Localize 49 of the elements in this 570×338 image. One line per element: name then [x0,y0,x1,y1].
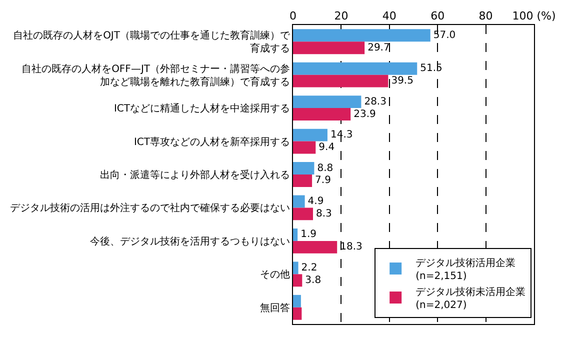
y-tick-label: 今後、デジタル技術を活用するつもりはない [90,235,290,248]
bar [293,108,351,121]
data-label: 28.3 [364,96,386,108]
data-label: 18.3 [340,242,362,253]
bar [293,141,316,154]
bar [293,208,313,220]
x-tick-label: 40 [382,10,396,23]
data-label: 8.3 [316,208,332,220]
y-tick-label: 自社の既存の人材をOJT（職場での仕事を通じた教育訓練）で育成する [13,30,291,55]
x-tick-label: 100 (%) [512,10,556,23]
legend-label: デジタル技術活用企業 (n=2,151) [416,256,516,282]
bar [293,29,430,42]
data-label: 2.2 [301,262,318,274]
bar [293,228,298,241]
bar [293,195,305,208]
bar [293,74,388,88]
bar [293,96,362,108]
x-tick-label: 20 [334,10,348,23]
y-tick-label: 自社の既存の人材をOFF—JT（外部セミナー・講習等への参加など職場を離れた教育訓練）で育成する [22,62,290,88]
bar [293,42,365,54]
data-label: 8.8 [317,162,334,174]
legend-label: デジタル技術未活用企業 (n=2,027) [416,286,526,311]
data-label: 7.9 [315,175,331,186]
y-tick-label: 出向・派遣等により外部人材を受け入れる [100,169,290,181]
bar [293,307,302,320]
bar [293,174,312,187]
bar [293,294,301,308]
data-label: 1.9 [300,229,316,240]
x-tick-label: 80 [478,10,493,23]
bar [293,274,302,287]
data-label: 23.9 [354,108,376,120]
data-label: 57.0 [433,30,456,41]
y-tick-label: ICT専攻などの人材を新卒採用する [134,136,290,148]
bar [293,240,338,254]
y-tick-label: ICTなどに精通した人材を中途採用する [114,102,290,115]
bar [293,62,418,75]
data-label: 29.7 [368,42,390,54]
bar [293,162,314,174]
data-label: 9.4 [318,142,335,154]
data-label: 3.8 [305,274,322,286]
x-tick-label: 60 [430,10,445,23]
data-label: 39.5 [391,76,414,87]
y-tick-label: 無回答 [260,302,290,314]
bar [293,128,328,142]
y-tick-label: その他 [260,268,290,281]
x-tick-label: 0 [290,10,296,23]
y-tick-label: デジタル技術の活用は外注するので社内で確保する必要はない [10,202,290,214]
data-label: 4.9 [308,196,324,207]
bar [293,262,298,274]
